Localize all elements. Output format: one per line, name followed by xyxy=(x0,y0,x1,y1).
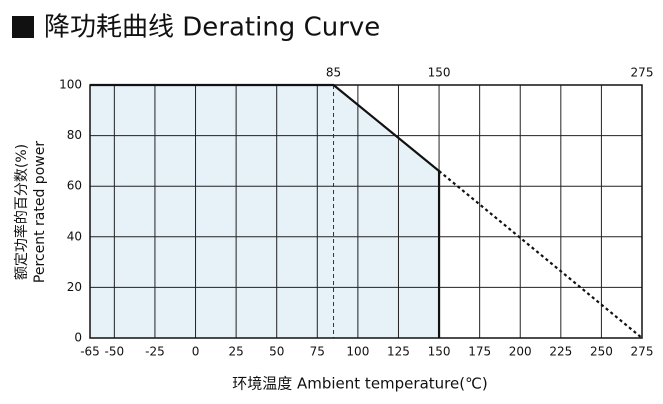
y-tick-label: 20 xyxy=(67,280,82,294)
y-tick-label: 60 xyxy=(67,179,82,193)
line xyxy=(438,170,643,339)
x-tick-label: 0 xyxy=(192,345,200,359)
x-tick-label: 100 xyxy=(346,345,369,359)
x-tick-label: -50 xyxy=(105,345,125,359)
plot-border xyxy=(89,84,643,339)
x-axis-label: 环境温度 Ambient temperature(℃) xyxy=(232,375,488,393)
y-tick-label: 100 xyxy=(59,78,82,92)
chart-title: 降功耗曲线 Derating Curve xyxy=(44,13,380,43)
x-tick-label: 200 xyxy=(509,345,532,359)
x-tick-label: 25 xyxy=(228,345,243,359)
y-tick-label: 80 xyxy=(67,128,82,142)
y-axis-label: 额定功率的百分数(%) xyxy=(13,144,30,280)
top-tick-label: 85 xyxy=(326,66,341,80)
x-tick-label: 150 xyxy=(428,345,451,359)
x-tick-label: -25 xyxy=(145,345,165,359)
x-tick-label: -65 xyxy=(80,345,100,359)
top-tick-label: 275 xyxy=(631,66,654,80)
line xyxy=(90,83,441,338)
x-tick-label: 50 xyxy=(269,345,284,359)
x-tick-label: 275 xyxy=(631,345,654,359)
x-tick-label: 75 xyxy=(310,345,325,359)
y-tick-label: 0 xyxy=(74,331,82,345)
x-tick-label: 125 xyxy=(387,345,410,359)
y-axis-label: Percent rated power xyxy=(32,141,48,283)
x-tick-label: 250 xyxy=(590,345,613,359)
x-tick-label: 175 xyxy=(468,345,491,359)
area xyxy=(90,85,440,338)
x-tick-label: 225 xyxy=(549,345,572,359)
title-square xyxy=(12,16,34,38)
y-tick-label: 40 xyxy=(67,229,82,243)
top-tick-label: 150 xyxy=(428,66,451,80)
